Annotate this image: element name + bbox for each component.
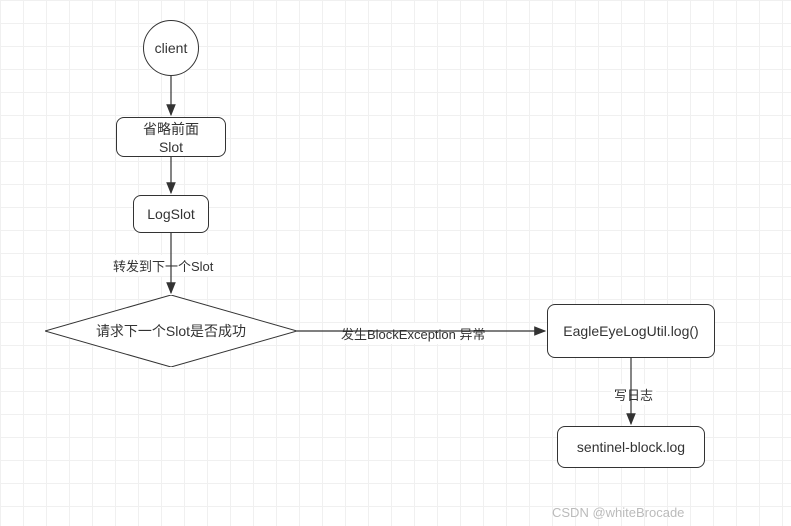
edge-label-write-log: 写日志 <box>611 384 656 405</box>
node-log-slot-label: LogSlot <box>147 206 194 222</box>
node-sentinel-log: sentinel-block.log <box>557 426 705 468</box>
node-eagle-eye: EagleEyeLogUtil.log() <box>547 304 715 358</box>
watermark-text: CSDN @whiteBrocade <box>552 505 684 520</box>
node-client: client <box>143 20 199 76</box>
node-decision-text: 请求下一个Slot是否成功 <box>45 295 297 367</box>
node-log-slot: LogSlot <box>133 195 209 233</box>
node-skip-slot: 省略前面Slot <box>116 117 226 157</box>
node-sentinel-log-label: sentinel-block.log <box>577 439 685 455</box>
node-client-label: client <box>155 40 188 56</box>
node-eagle-eye-label: EagleEyeLogUtil.log() <box>563 322 698 340</box>
edge-label-forward: 转发到下一个Slot <box>110 255 216 276</box>
node-decision-label: 请求下一个Slot是否成功 <box>96 321 246 341</box>
edge-label-exception: 发生BlockException 异常 <box>338 323 489 344</box>
node-skip-slot-label: 省略前面Slot <box>131 119 211 155</box>
